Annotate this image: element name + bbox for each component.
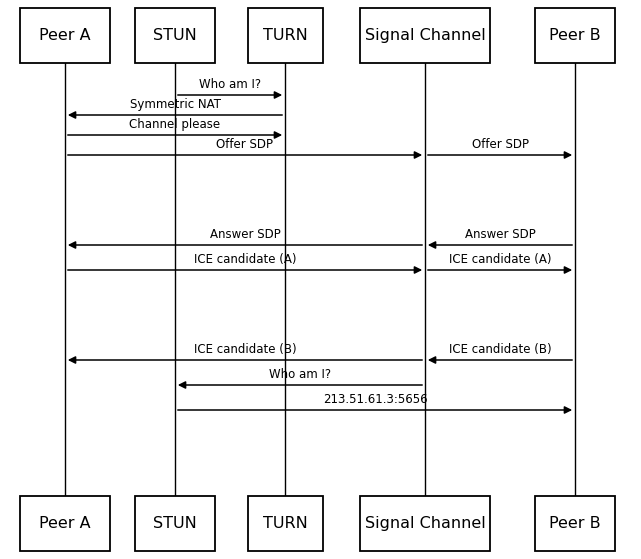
- Text: Offer SDP: Offer SDP: [472, 138, 528, 151]
- Bar: [135, 8, 215, 63]
- Bar: [535, 496, 615, 551]
- Text: STUN: STUN: [153, 28, 197, 43]
- Text: ICE candidate (B): ICE candidate (B): [449, 343, 551, 356]
- Text: ICE candidate (B): ICE candidate (B): [194, 343, 296, 356]
- Text: ICE candidate (A): ICE candidate (A): [449, 253, 551, 266]
- Text: Peer A: Peer A: [39, 28, 91, 43]
- Text: ICE candidate (A): ICE candidate (A): [194, 253, 296, 266]
- Bar: [20, 8, 110, 63]
- Text: Answer SDP: Answer SDP: [210, 228, 280, 241]
- Text: STUN: STUN: [153, 516, 197, 531]
- Text: Signal Channel: Signal Channel: [365, 28, 485, 43]
- Text: Who am I?: Who am I?: [269, 368, 331, 381]
- Text: TURN: TURN: [263, 516, 308, 531]
- Bar: [20, 496, 110, 551]
- Text: Peer B: Peer B: [549, 516, 601, 531]
- Bar: [247, 8, 322, 63]
- Bar: [247, 496, 322, 551]
- Text: Channel please: Channel please: [129, 118, 221, 131]
- Text: Peer B: Peer B: [549, 28, 601, 43]
- Bar: [135, 496, 215, 551]
- Bar: [360, 8, 490, 63]
- Bar: [360, 496, 490, 551]
- Bar: [535, 8, 615, 63]
- Text: Symmetric NAT: Symmetric NAT: [129, 98, 221, 111]
- Text: Offer SDP: Offer SDP: [217, 138, 274, 151]
- Text: Who am I?: Who am I?: [199, 78, 261, 91]
- Text: TURN: TURN: [263, 28, 308, 43]
- Text: Answer SDP: Answer SDP: [465, 228, 535, 241]
- Text: Signal Channel: Signal Channel: [365, 516, 485, 531]
- Text: 213.51.61.3:5656: 213.51.61.3:5656: [322, 393, 428, 406]
- Text: Peer A: Peer A: [39, 516, 91, 531]
